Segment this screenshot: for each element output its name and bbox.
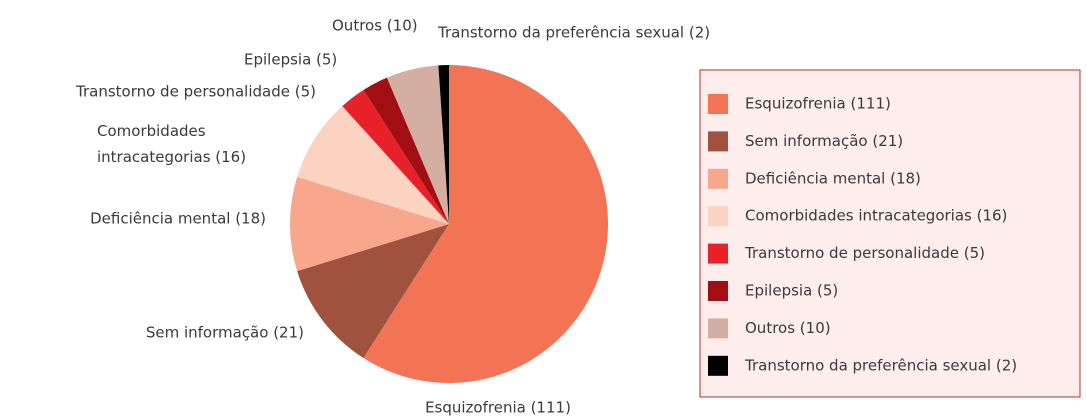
- pie-slice: [289, 176, 449, 272]
- pie-slice: [297, 106, 449, 224]
- slice-label: Comorbidades intracategorias (16): [97, 122, 246, 166]
- pie-slice: [363, 77, 449, 224]
- slice-label: Epilepsia (5): [244, 51, 337, 69]
- legend-label: Deficiência mental (18): [745, 169, 921, 187]
- legend-swatch: [708, 355, 728, 376]
- legend-label: Comorbidades intracategorias (16): [745, 207, 1007, 225]
- slice-label: Esquizofrenia (111): [425, 399, 571, 417]
- label-line: intracategorias (16): [97, 148, 246, 166]
- legend-swatch: [708, 318, 728, 339]
- pie-slice: [342, 89, 449, 224]
- pie-slice: [438, 65, 449, 224]
- legend-label: Epilepsia (5): [745, 282, 838, 300]
- legend-swatch: [708, 243, 728, 264]
- legend-label: Esquizofrenia (111): [745, 95, 891, 113]
- label-line: Comorbidades: [97, 122, 206, 140]
- legend-swatch: [708, 206, 728, 227]
- legend-swatch: [708, 281, 728, 301]
- slice-label: Sem informação (21): [146, 324, 304, 342]
- legend-label: Sem informação (21): [745, 132, 903, 150]
- legend-swatch: [708, 94, 728, 114]
- pie-slice: [363, 65, 608, 383]
- legend-box: [699, 69, 1081, 398]
- legend-swatch: [708, 168, 728, 189]
- pie-slice: [386, 65, 449, 224]
- slice-label: Outros (10): [332, 17, 418, 35]
- slice-label: Transtorno da preferência sexual (2): [437, 24, 710, 42]
- slice-label: Transtorno de personalidade (5): [75, 83, 316, 101]
- legend-swatch: [708, 131, 728, 152]
- legend-label: Outros (10): [745, 319, 831, 337]
- slice-label: Deficiência mental (18): [90, 210, 266, 228]
- legend-label: Transtorno da preferência sexual (2): [744, 356, 1017, 374]
- legend-label: Transtorno de personalidade (5): [744, 244, 985, 262]
- pie-slice: [297, 224, 449, 359]
